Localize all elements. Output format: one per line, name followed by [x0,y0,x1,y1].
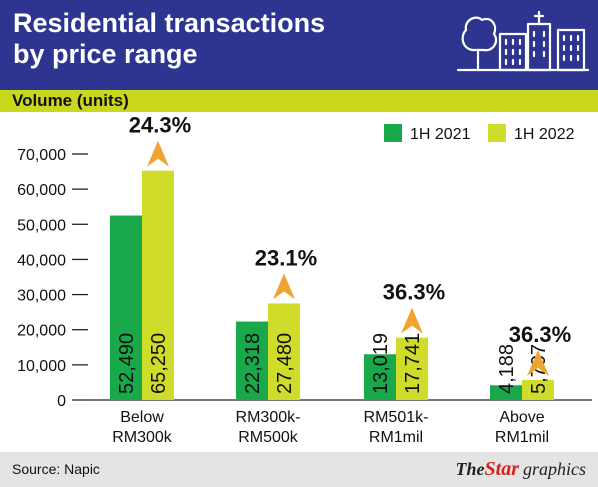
x-tick-label: RM1mil [369,429,423,446]
bar-value-label: 4,188 [496,344,518,394]
increase-arrow-icon [527,349,549,376]
bar [268,303,300,400]
bar [522,379,554,400]
subheader-bar: Volume (units) [0,90,598,112]
bar [142,170,174,400]
brand-star: Star [484,458,519,480]
increase-arrow-icon [401,307,423,334]
brand-graphics: graphics [523,459,586,479]
legend-swatch [384,124,402,142]
bar-value-label: 17,741 [402,333,424,394]
x-tick-label: RM300k [112,429,173,446]
brand-the: The [455,459,485,479]
y-tick-label: 10,000 [17,358,66,375]
legend-label: 1H 2022 [514,126,575,143]
bar-value-label: 27,480 [274,333,296,394]
x-tick-label: RM500k [238,429,299,446]
percent-change-label: 24.3% [129,113,191,138]
bar [396,337,428,400]
bar [110,215,142,400]
x-tick-label: Above [499,409,544,426]
bar-value-label: 52,490 [116,333,138,394]
x-tick-label: Below [120,409,164,426]
bar-value-label: 5,707 [528,344,550,394]
percent-change-label: 36.3% [509,322,571,347]
y-tick-label: 40,000 [17,252,66,269]
y-tick-label: 50,000 [17,217,66,234]
title-line-2: by price range [13,39,198,69]
title-line-1: Residential transactions [13,8,326,38]
y-tick-label: 30,000 [17,288,66,305]
city-buildings-icon [456,10,590,72]
x-tick-label: RM300k- [236,409,301,426]
bar [490,385,522,400]
chart-subtitle: Volume (units) [12,91,129,110]
footer-bar: Source: Napic TheStar graphics [0,452,598,487]
y-tick-label: 20,000 [17,323,66,340]
increase-arrow-icon [273,273,295,300]
legend-label: 1H 2021 [410,126,471,143]
y-tick-label: 0 [57,393,66,410]
brand-logo: TheStar graphics [456,458,586,481]
x-tick-label: RM1mil [495,429,549,446]
bar-chart: 0 10,000 20,000 30,000 40,000 50,000 60,000 70,… [17,113,592,446]
bar-value-label: 22,318 [242,333,264,394]
y-tick-label: 70,000 [17,147,66,164]
x-tick-label: RM501k- [364,409,429,426]
header-banner: Residential transactions by price range [0,0,598,90]
increase-arrow-icon [147,140,169,167]
legend-swatch [488,124,506,142]
bar [364,354,396,400]
bar-value-label: 65,250 [148,333,170,394]
chart-title: Residential transactions by price range [13,8,325,70]
bar-value-label: 13,019 [370,333,392,394]
percent-change-label: 36.3% [383,280,445,305]
percent-change-label: 23.1% [255,245,317,270]
y-tick-label: 60,000 [17,182,66,199]
source-note: Source: Napic [12,461,100,477]
bar [236,321,268,400]
